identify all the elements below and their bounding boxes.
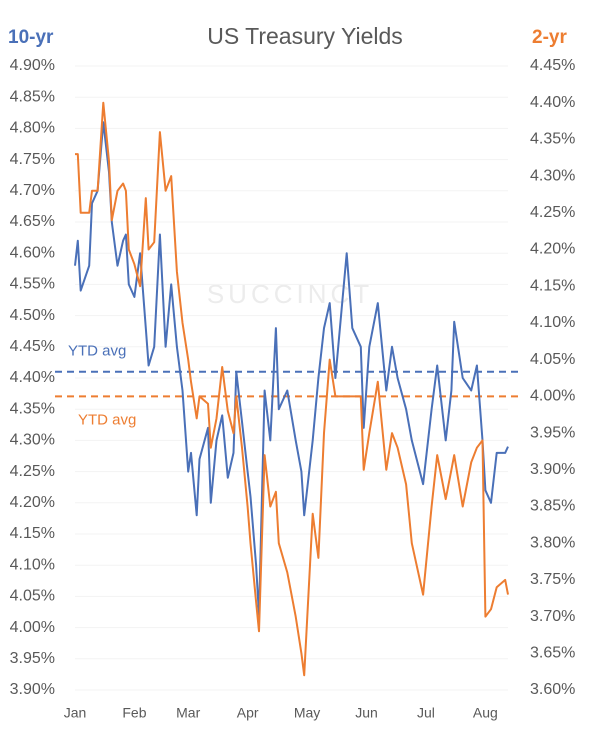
y-tick-label: 4.00% <box>10 619 55 636</box>
x-tick-label: Mar <box>176 705 200 721</box>
x-tick-label: Jul <box>417 705 435 721</box>
y2-tick-label: 4.35% <box>530 131 575 148</box>
y2-tick-label: 3.65% <box>530 645 575 662</box>
y-tick-label: 4.90% <box>10 57 55 74</box>
y2-tick-label: 3.90% <box>530 461 575 478</box>
y-tick-label: 4.35% <box>10 400 55 417</box>
x-tick-label: Apr <box>237 705 259 721</box>
y-tick-label: 4.70% <box>10 182 55 199</box>
y-tick-label: 4.40% <box>10 369 55 386</box>
y-tick-label: 4.45% <box>10 338 55 355</box>
series-line <box>74 121 509 617</box>
chart-title: US Treasury Yields <box>207 23 403 49</box>
series-line <box>75 101 509 677</box>
avg-label: YTD avg <box>78 411 136 428</box>
y-tick-label: 4.25% <box>10 463 55 480</box>
x-tick-label: May <box>294 705 320 721</box>
y2-tick-label: 3.70% <box>530 608 575 625</box>
y2-tick-label: 3.80% <box>530 534 575 551</box>
x-tick-label: Aug <box>473 705 498 721</box>
y2-tick-label: 4.10% <box>530 314 575 331</box>
y2-tick-label: 4.30% <box>530 167 575 184</box>
y-tick-label: 4.50% <box>10 307 55 324</box>
y-tick-label: 4.65% <box>10 213 55 230</box>
y2-tick-label: 3.85% <box>530 498 575 515</box>
x-tick-label: Feb <box>122 705 146 721</box>
y-axis-label: 10-yr <box>8 27 54 48</box>
y2-axis-label: 2-yr <box>532 27 567 48</box>
y-tick-label: 4.20% <box>10 494 55 511</box>
y-tick-label: 4.60% <box>10 244 55 261</box>
y2-tick-label: 3.75% <box>530 571 575 588</box>
y-tick-label: 4.30% <box>10 432 55 449</box>
y2-tick-label: 4.25% <box>530 204 575 221</box>
y-tick-label: 4.75% <box>10 151 55 168</box>
x-tick-label: Jun <box>355 705 378 721</box>
x-tick-label: Jan <box>64 705 87 721</box>
y2-tick-label: 4.40% <box>530 94 575 111</box>
y2-tick-label: 4.00% <box>530 388 575 405</box>
y-tick-label: 4.80% <box>10 120 55 137</box>
y-tick-label: 4.10% <box>10 556 55 573</box>
y-tick-label: 4.55% <box>10 276 55 293</box>
y2-tick-label: 4.20% <box>530 241 575 258</box>
y-tick-label: 3.95% <box>10 650 55 667</box>
y-tick-label: 4.05% <box>10 588 55 605</box>
y2-tick-label: 4.45% <box>530 57 575 74</box>
y-tick-label: 3.90% <box>10 681 55 698</box>
y-tick-label: 4.85% <box>10 88 55 105</box>
y2-tick-label: 3.60% <box>530 681 575 698</box>
y2-tick-label: 4.15% <box>530 277 575 294</box>
y-tick-label: 4.15% <box>10 525 55 542</box>
y2-tick-label: 4.05% <box>530 351 575 368</box>
avg-label: YTD avg <box>68 343 126 360</box>
y2-tick-label: 3.95% <box>530 424 575 441</box>
